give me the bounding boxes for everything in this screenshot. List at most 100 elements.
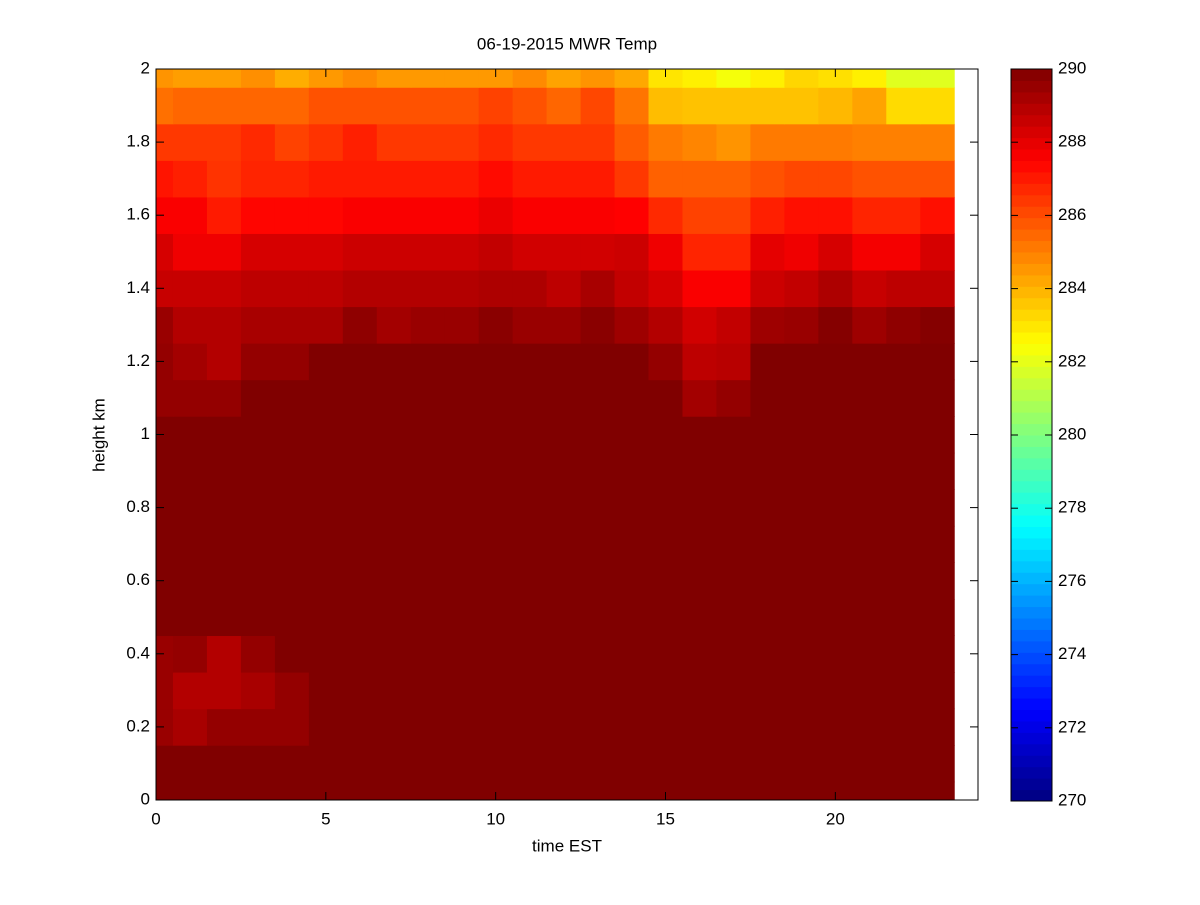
colorbar-swatch xyxy=(1011,503,1052,516)
heatmap-cell xyxy=(308,306,344,344)
heatmap-cell xyxy=(682,745,717,783)
heatmap-cell xyxy=(478,233,514,271)
heatmap-cell xyxy=(750,489,785,527)
heatmap-cell xyxy=(308,781,344,801)
y-tick-label: 0.4 xyxy=(126,643,150,662)
heatmap-cell xyxy=(886,489,921,527)
heatmap-cell xyxy=(818,379,853,417)
heatmap-cell xyxy=(512,160,548,198)
heatmap-cell xyxy=(886,635,921,673)
colorbar-swatch xyxy=(1011,560,1052,573)
colorbar-swatch xyxy=(1011,252,1052,264)
heatmap-cell xyxy=(682,306,717,344)
colorbar-swatch xyxy=(1011,606,1052,619)
heatmap-cell xyxy=(240,489,276,527)
heatmap-cell xyxy=(682,196,717,234)
heatmap-cell xyxy=(342,123,378,161)
heatmap-cell xyxy=(342,672,378,710)
heatmap-cell xyxy=(444,781,480,801)
heatmap-cell xyxy=(546,196,582,234)
colorbar-swatch xyxy=(1011,709,1052,722)
heatmap-cell xyxy=(818,416,853,454)
heatmap-cell xyxy=(580,745,616,783)
heatmap-cell xyxy=(512,306,548,344)
heatmap-cell xyxy=(648,306,683,344)
heatmap-cell xyxy=(886,343,921,381)
heatmap-cell xyxy=(444,489,480,527)
heatmap-cell xyxy=(410,562,446,600)
heatmap-cell xyxy=(886,233,921,271)
heatmap-cell xyxy=(546,87,582,125)
heatmap-cell xyxy=(818,598,853,637)
colorbar-tick-label: 280 xyxy=(1058,424,1086,443)
x-tick-label: 15 xyxy=(656,809,675,828)
heatmap-cell xyxy=(852,87,887,125)
heatmap-cell xyxy=(512,416,548,454)
heatmap-cell xyxy=(206,452,242,490)
heatmap-cell xyxy=(818,87,853,125)
heatmap-cell xyxy=(478,781,514,801)
heatmap-cell xyxy=(818,562,853,600)
heatmap-cell xyxy=(920,233,955,271)
heatmap-cell xyxy=(156,123,174,161)
heatmap-cell xyxy=(614,306,650,344)
heatmap-cell xyxy=(512,379,548,417)
heatmap-cell xyxy=(376,270,412,308)
heatmap-cell xyxy=(682,160,717,198)
colorbar-tick-label: 288 xyxy=(1058,132,1086,151)
heatmap-cell xyxy=(716,343,751,381)
heatmap-cell xyxy=(478,598,514,637)
heatmap-cell xyxy=(648,69,683,88)
heatmap-cell xyxy=(784,598,819,637)
heatmap-cell xyxy=(886,160,921,198)
heatmap-cell xyxy=(172,87,208,125)
heatmap-cell xyxy=(206,489,242,527)
heatmap-cell xyxy=(410,416,446,454)
heatmap-cell xyxy=(614,343,650,381)
heatmap-cell xyxy=(512,452,548,490)
heatmap-cell xyxy=(206,160,242,198)
colorbar-swatch xyxy=(1011,732,1052,745)
heatmap-cell xyxy=(614,745,650,783)
heatmap-cell xyxy=(750,196,785,234)
heatmap-cell xyxy=(750,708,785,746)
heatmap-cell xyxy=(920,343,955,381)
colorbar-swatch xyxy=(1011,343,1052,356)
heatmap-cell xyxy=(784,69,819,88)
heatmap-cell xyxy=(546,379,582,417)
heatmap-cell xyxy=(546,69,582,88)
heatmap-cell xyxy=(784,233,819,271)
heatmap-cell xyxy=(172,379,208,417)
heatmap-cell xyxy=(818,452,853,490)
heatmap-cell xyxy=(172,598,208,637)
heatmap-cell xyxy=(478,489,514,527)
heatmap-cell xyxy=(920,270,955,308)
heatmap-cell xyxy=(308,123,344,161)
heatmap-cell xyxy=(886,123,921,161)
colorbar-swatch xyxy=(1011,240,1052,253)
colorbar-swatch xyxy=(1011,263,1052,276)
heatmap-cell xyxy=(274,708,310,746)
colorbar-swatch xyxy=(1011,629,1052,642)
colorbar-swatch xyxy=(1011,160,1052,173)
heatmap-cell xyxy=(274,562,310,600)
heatmap-cell xyxy=(614,525,650,563)
heatmap-cell xyxy=(546,233,582,271)
heatmap-cell xyxy=(274,233,310,271)
heatmap-cell xyxy=(342,196,378,234)
heatmap-cell xyxy=(750,233,785,271)
heatmap-cell xyxy=(444,69,480,88)
heatmap-cell xyxy=(546,672,582,710)
heatmap-cell xyxy=(784,781,819,801)
heatmap-cell xyxy=(172,233,208,271)
heatmap-cell xyxy=(682,87,717,125)
heatmap-cell xyxy=(648,452,683,490)
heatmap-cell xyxy=(206,270,242,308)
heatmap-cell xyxy=(444,416,480,454)
heatmap-cell xyxy=(682,343,717,381)
heatmap-cell xyxy=(750,343,785,381)
heatmap-cell xyxy=(546,123,582,161)
heatmap-cell xyxy=(478,416,514,454)
heatmap-cell xyxy=(512,87,548,125)
